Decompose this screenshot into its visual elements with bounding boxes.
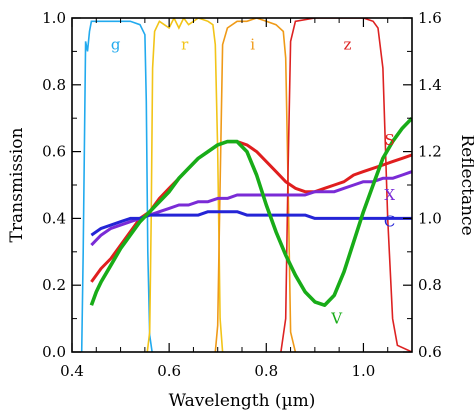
series-line-V (89, 116, 412, 307)
reflectance-curves (89, 116, 412, 307)
band-label-z: z (343, 36, 351, 54)
filter-curve-i (214, 18, 297, 352)
band-label-r: r (181, 36, 189, 54)
y-tick-label-left: 0.6 (42, 143, 66, 161)
series-label-X: X (384, 186, 395, 204)
series-label-S: S (385, 131, 395, 149)
plot-frame (71, 17, 413, 353)
y-tick-label-left: 0.8 (42, 76, 66, 94)
series-label-C: C (384, 213, 395, 231)
y-tick-label-right: 0.8 (418, 276, 442, 294)
y-axis-title-left: Transmission (7, 128, 27, 243)
y-tick-label-right: 1.4 (418, 76, 442, 94)
x-tick-label: 0.8 (254, 362, 278, 380)
axes: 0.4 0.6 0.8 1.0 0.0 0.2 0.4 0.6 0.8 1.0 0.6 0.8 1.0 1… (42, 9, 442, 380)
curve-labels: g r i z S XC V (111, 36, 395, 328)
y-tick-label-left: 1.0 (42, 9, 66, 27)
filter-curve-r (146, 18, 224, 352)
y-tick-label-right: 1.0 (418, 209, 442, 227)
x-axis-title: Wavelength (µm) (169, 391, 316, 411)
y-tick-label-right: 1.2 (418, 143, 442, 161)
x-tick-label: 0.4 (60, 362, 84, 380)
x-tick-label: 1.0 (351, 362, 375, 380)
band-label-i: i (250, 36, 255, 54)
x-tick-label: 0.6 (157, 362, 181, 380)
y-tick-label-left: 0.4 (42, 209, 66, 227)
y-tick-label-right: 0.6 (418, 343, 442, 361)
series-label-V: V (330, 310, 343, 328)
filter-curve-z (280, 18, 412, 352)
band-label-g: g (111, 36, 121, 54)
filter-curve-g (80, 20, 153, 352)
y-tick-label-right: 1.6 (418, 9, 442, 27)
y-tick-label-left: 0.0 (42, 343, 66, 361)
filter-curves (80, 18, 412, 352)
y-axis-title-right: Reflectance (457, 134, 474, 235)
y-tick-label-left: 0.2 (42, 276, 66, 294)
